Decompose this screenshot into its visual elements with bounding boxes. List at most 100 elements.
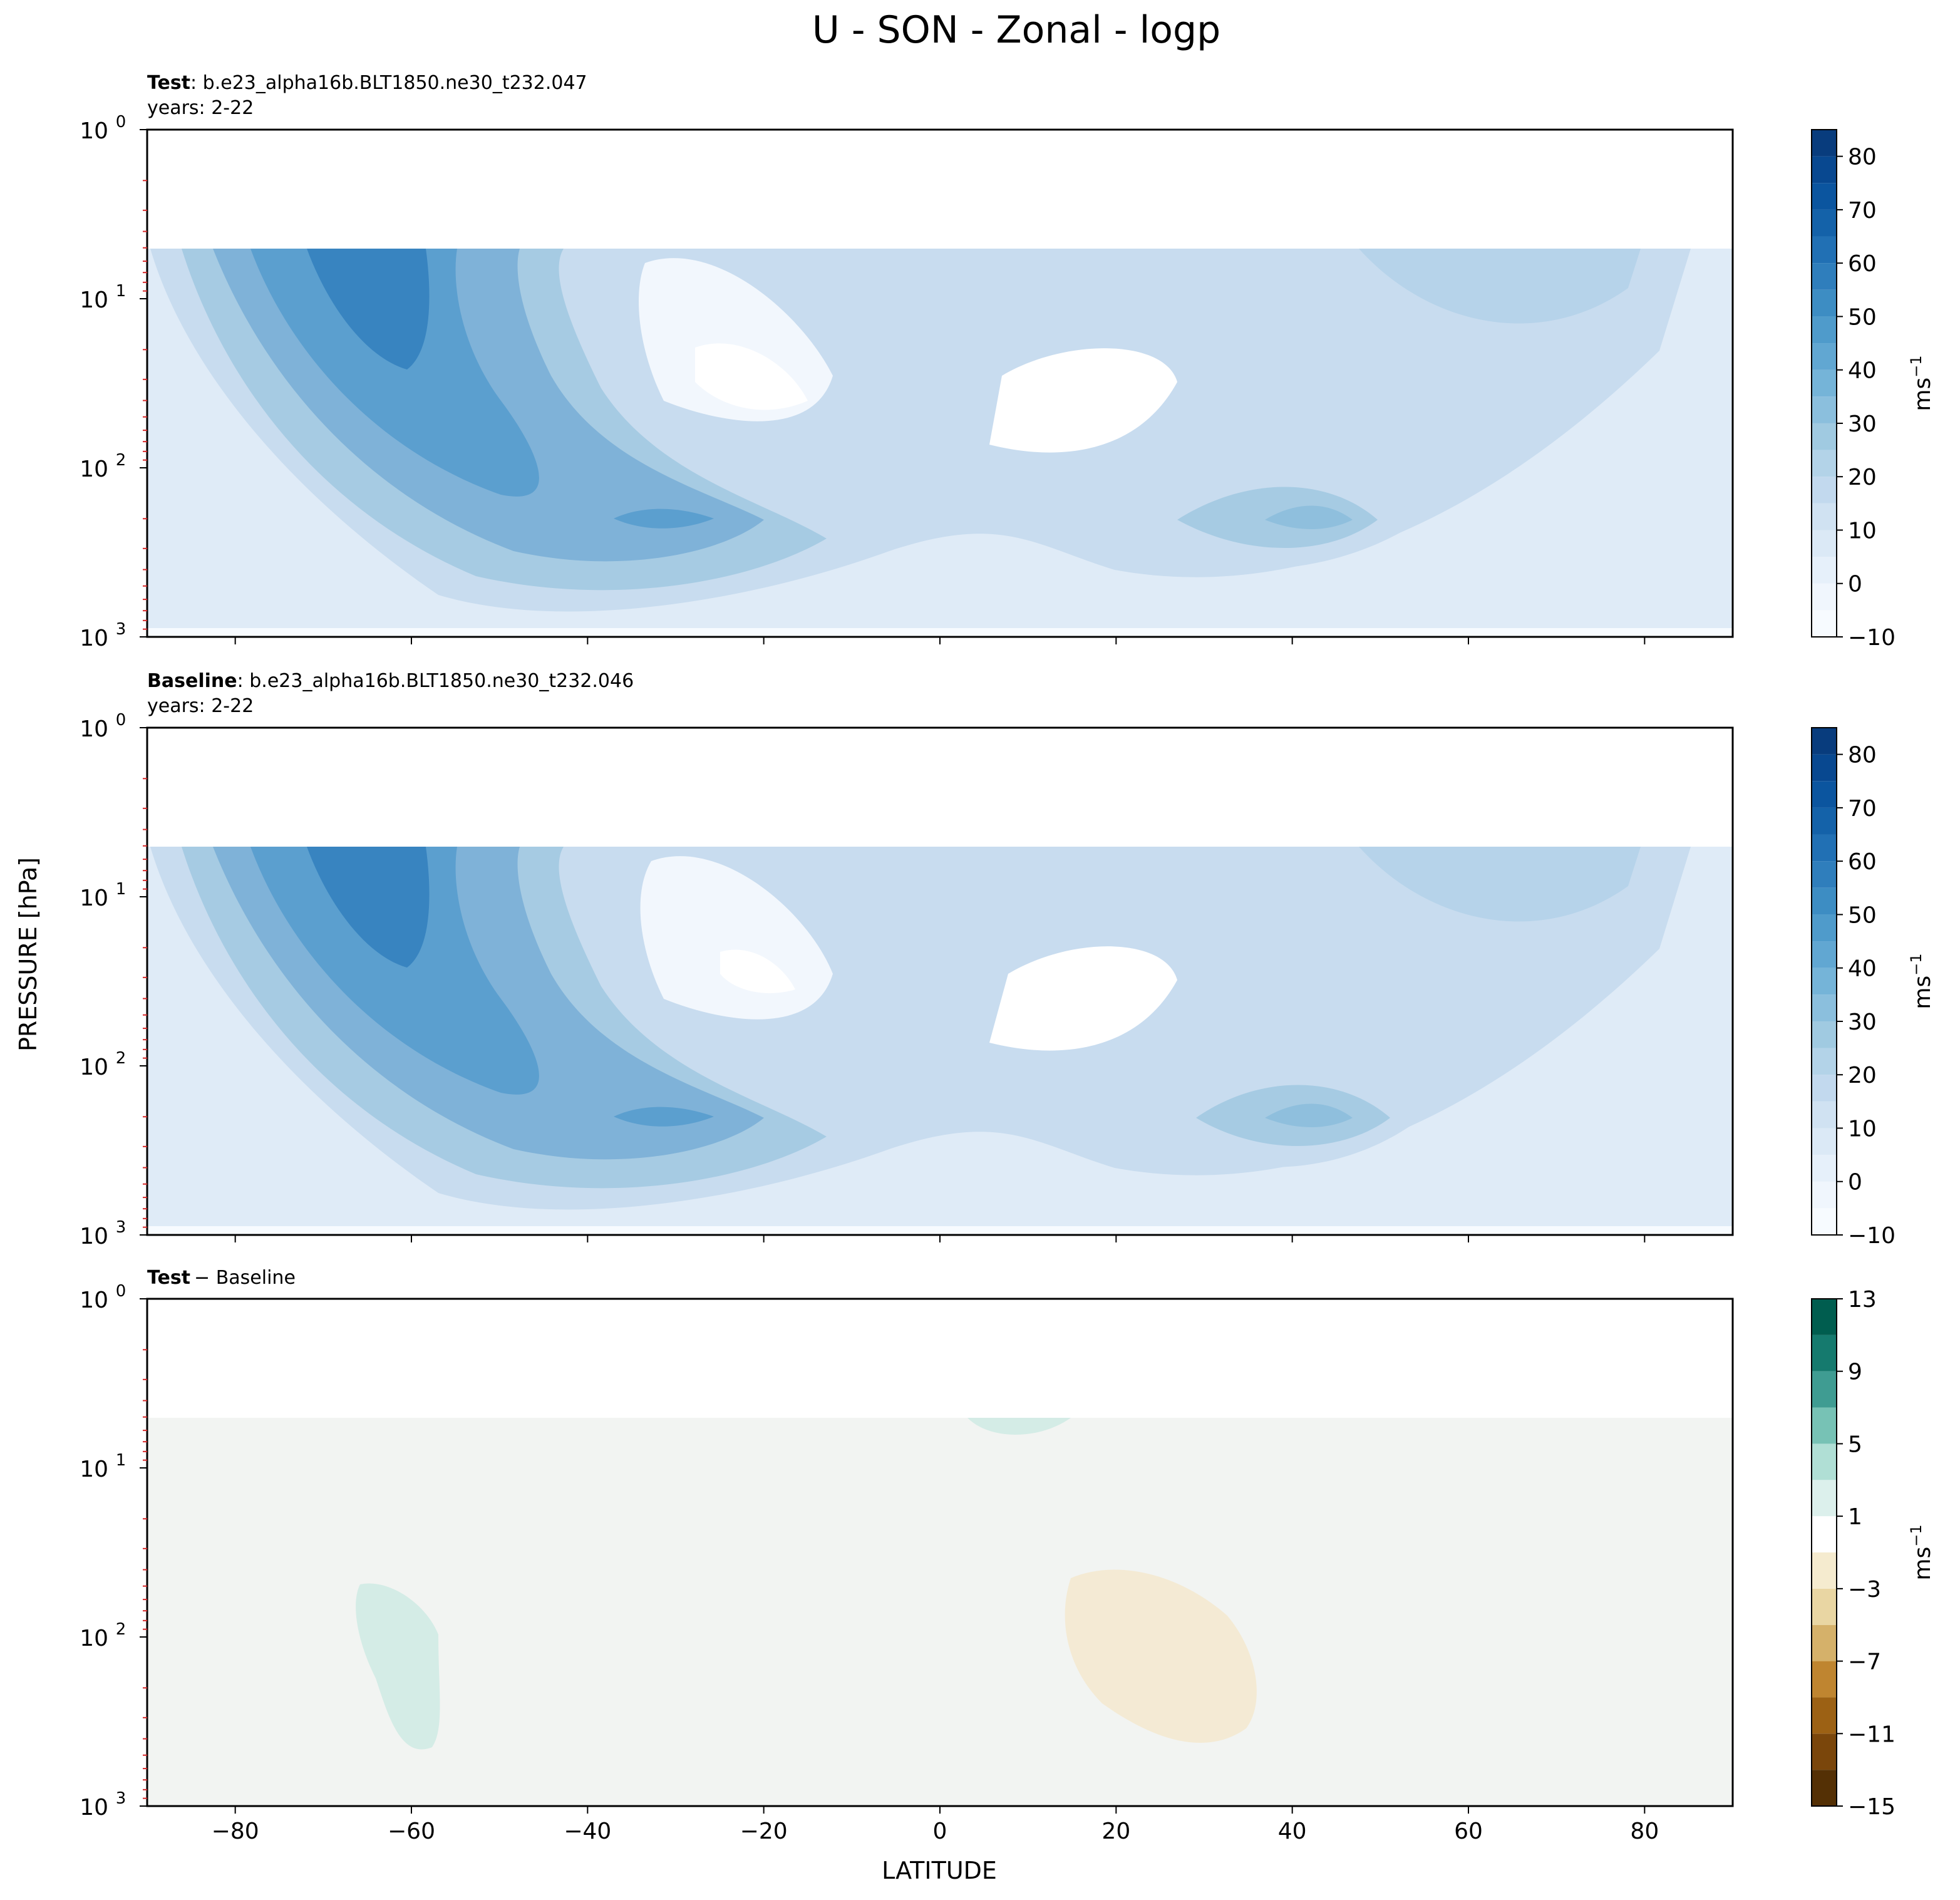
colorbar-band xyxy=(1812,994,1837,1021)
no-data-region xyxy=(147,1299,1733,1418)
panel-diff-label: Test − Baseline xyxy=(147,1267,296,1289)
x-ticks-diff: −80 −60 −40 −20 0 20 40 60 80 xyxy=(212,1806,1659,1844)
y-tick-label: 10 xyxy=(80,626,108,651)
colorbar-band xyxy=(1812,1075,1837,1102)
y-tick-label: 10 xyxy=(80,1055,108,1080)
colorbar-tick-label: 40 xyxy=(1848,358,1877,384)
panel-diff-label-bold: Test xyxy=(147,1267,190,1289)
y-tick-label-exponent: 0 xyxy=(116,1282,126,1301)
colorbar-band xyxy=(1812,343,1837,370)
y-tick-label: 10 xyxy=(80,457,108,482)
colorbar-band xyxy=(1812,1407,1837,1444)
colorbar-tick-label: 5 xyxy=(1848,1432,1862,1457)
contour-band-surface xyxy=(147,628,1733,637)
colorbar-tick-label: 40 xyxy=(1848,956,1877,982)
colorbar-tick-label: 50 xyxy=(1848,902,1877,928)
colorbar-tick-label: 20 xyxy=(1848,1063,1877,1088)
colorbar-tick-label: 20 xyxy=(1848,465,1877,490)
x-tick-label: −20 xyxy=(740,1819,788,1844)
panel-test-years: years: 2-22 xyxy=(147,97,254,119)
no-data-region xyxy=(147,728,1733,847)
contour-field-test xyxy=(147,130,1733,637)
colorbar-baseline: −10 0 10 20 30 40 50 60 70 80 ms−1 xyxy=(1811,727,1936,1249)
colorbar-band xyxy=(1812,530,1837,557)
colorbar-band xyxy=(1812,1101,1837,1128)
contour-band-tropical-jet xyxy=(614,1107,714,1127)
colorbar-tick-label: 1 xyxy=(1848,1504,1862,1530)
colorbar-band xyxy=(1812,887,1837,915)
y-tick-label-exponent: 0 xyxy=(116,711,126,730)
x-tick-label: −60 xyxy=(388,1819,435,1844)
chart-title: U - SON - Zonal - logp xyxy=(812,8,1220,52)
colorbar-band xyxy=(1812,1181,1837,1209)
panel-baseline-label-bold: Baseline xyxy=(147,670,237,692)
colorbar-unit-label: ms−1 xyxy=(1907,355,1936,411)
colorbar-band xyxy=(1812,610,1837,637)
contour-band-positive-south xyxy=(356,1583,440,1750)
colorbar-band xyxy=(1812,423,1837,450)
colorbar-tick-label: 70 xyxy=(1848,198,1877,224)
colorbar-tick-label: 70 xyxy=(1848,796,1877,822)
colorbar-band xyxy=(1812,1021,1837,1048)
colorbar-tick-label: 80 xyxy=(1848,145,1877,170)
y-tick-label-exponent: 3 xyxy=(116,620,126,639)
y-tick-label-exponent: 2 xyxy=(116,1620,126,1639)
y-tick-label-exponent: 3 xyxy=(116,1789,126,1808)
colorbar-band xyxy=(1812,1335,1837,1371)
y-tick-label: 10 xyxy=(80,1457,108,1482)
colorbar-tick-label: 0 xyxy=(1848,572,1862,597)
contour-band-surface xyxy=(147,1226,1733,1235)
colorbar-tick-label: 0 xyxy=(1848,1170,1862,1195)
colorbar-band xyxy=(1812,968,1837,995)
panel-baseline-years: years: 2-22 xyxy=(147,695,254,717)
colorbar-band xyxy=(1812,1443,1837,1480)
contour-band-north-upper xyxy=(1359,249,1641,324)
contour-band-north-upper xyxy=(1359,847,1641,922)
panel-baseline: Baseline: b.e23_alpha16b.BLT1850.ne30_t2… xyxy=(80,670,1936,1249)
colorbar-band xyxy=(1812,914,1837,942)
colorbar-band xyxy=(1812,728,1837,755)
y-tick-label: 10 xyxy=(80,1288,108,1313)
contour-band-north-jet-core xyxy=(1265,1103,1353,1127)
y-tick-label-exponent: 1 xyxy=(116,1451,126,1470)
colorbar-band xyxy=(1812,1552,1837,1589)
x-tick-label: 0 xyxy=(933,1819,947,1844)
colorbar-band xyxy=(1812,941,1837,968)
x-tick-label: 20 xyxy=(1101,1819,1130,1844)
colorbar-tick-label: −11 xyxy=(1848,1722,1896,1747)
panel-baseline-label-rest: : b.e23_alpha16b.BLT1850.ne30_t232.046 xyxy=(237,670,634,692)
panel-test: Test: b.e23_alpha16b.BLT1850.ne30_t232.0… xyxy=(80,72,1936,651)
colorbar-tick-label: 10 xyxy=(1848,1116,1877,1142)
panel-baseline-label: Baseline: b.e23_alpha16b.BLT1850.ne30_t2… xyxy=(147,670,634,692)
y-tick-label: 10 xyxy=(80,1795,108,1820)
colorbar-band xyxy=(1812,130,1837,157)
no-data-region xyxy=(147,130,1733,249)
colorbar-tick-label: 80 xyxy=(1848,743,1877,768)
y-tick-label-exponent: 1 xyxy=(116,282,126,301)
colorbar-band xyxy=(1812,781,1837,808)
x-ticks-test xyxy=(234,637,1646,644)
colorbar-tick-label: 9 xyxy=(1848,1360,1862,1385)
y-tick-label-exponent: 1 xyxy=(116,880,126,899)
x-axis-label: LATITUDE xyxy=(882,1857,997,1884)
colorbar-diff: −15 −11 −7 −3 1 5 9 13 ms−1 xyxy=(1811,1287,1936,1820)
colorbar-tick-label: 30 xyxy=(1848,411,1877,437)
y-tick-label: 10 xyxy=(80,885,108,911)
colorbar-band xyxy=(1812,450,1837,477)
contour-band-positive-upper xyxy=(967,1418,1071,1435)
y-tick-label-exponent: 3 xyxy=(116,1218,126,1237)
colorbar-band xyxy=(1812,1155,1837,1182)
panel-diff-label-rest: − Baseline xyxy=(194,1267,296,1289)
colorbar-band xyxy=(1812,1770,1837,1806)
colorbar-tick-label: −3 xyxy=(1848,1577,1881,1603)
colorbar-tick-label: −10 xyxy=(1848,1223,1896,1249)
colorbar-band xyxy=(1812,1048,1837,1075)
colorbar-band xyxy=(1812,1208,1837,1235)
colorbar-band xyxy=(1812,834,1837,862)
colorbar-band xyxy=(1812,263,1837,290)
colorbar-tick-label: 60 xyxy=(1848,251,1877,277)
y-tick-label: 10 xyxy=(80,118,108,144)
colorbar-band xyxy=(1812,183,1837,210)
